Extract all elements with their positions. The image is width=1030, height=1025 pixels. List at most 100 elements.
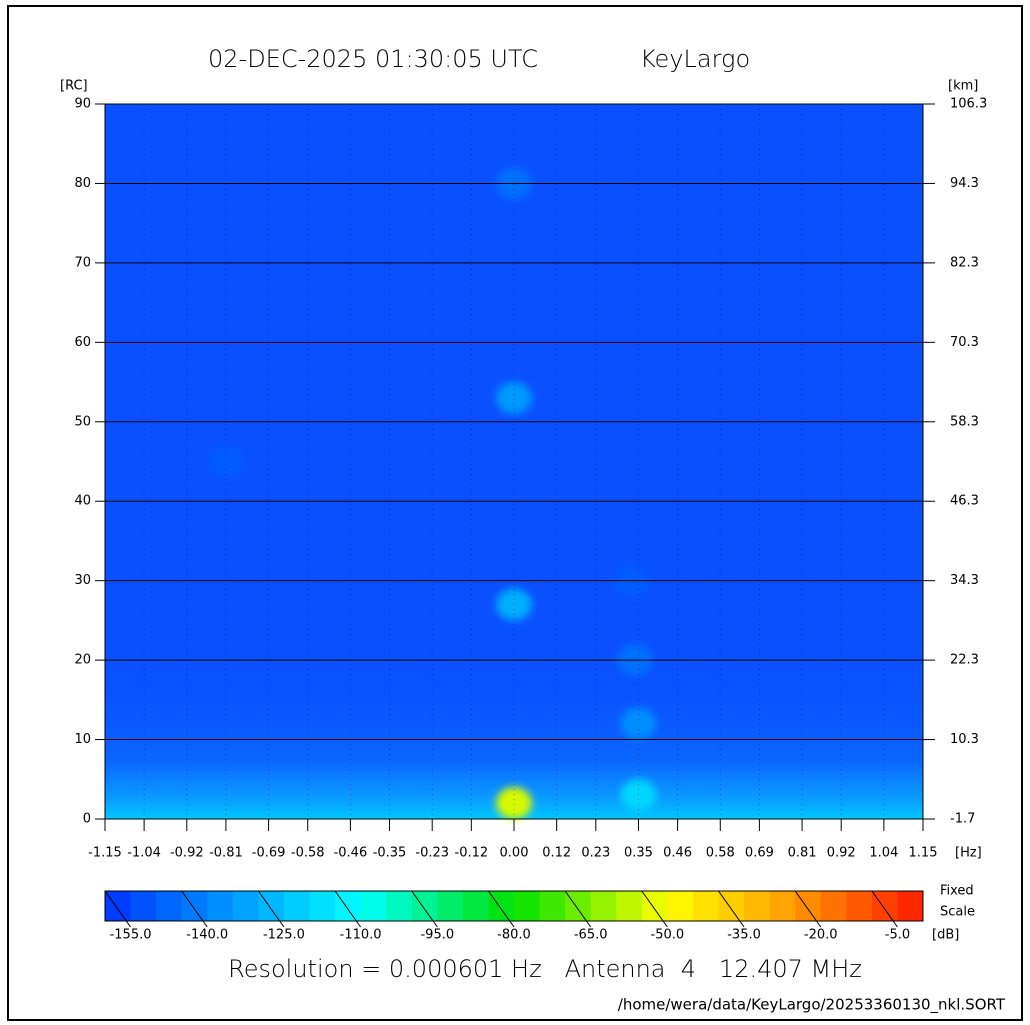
footer: Resolution = 0.000601 Hz Antenna 4 12.40…	[228, 955, 862, 983]
y-axis-label: [RC]	[60, 79, 88, 94]
colorbar-cell	[795, 891, 822, 921]
colorbar-note: Scale	[940, 905, 975, 920]
colorbar-tick	[334, 890, 362, 928]
y-tick-label: 40	[74, 494, 91, 509]
y-tick-label: 80	[74, 176, 91, 191]
colorbar-cell	[309, 891, 336, 921]
x-tick-label: -0.23	[415, 846, 449, 861]
y2-tick-label: 22.3	[950, 653, 979, 668]
colorbar-tick-label: -140.0	[186, 928, 228, 943]
y-tick-label: 10	[74, 732, 91, 747]
x-tick-label: 0.12	[542, 846, 571, 861]
y2-tick-label: 106.3	[950, 97, 987, 112]
y2-tick-label: 70.3	[950, 335, 979, 350]
x-tick-label: -0.35	[373, 846, 407, 861]
colorbar-cell	[207, 891, 234, 921]
colorbar-tick-label: -35.0	[727, 928, 761, 943]
echo	[496, 588, 532, 621]
y2-tick-label: 34.3	[950, 573, 979, 588]
y-tick-label: 60	[74, 335, 91, 350]
colorbar-cell	[846, 891, 873, 921]
x-tick-label: 0.58	[706, 846, 735, 861]
colorbar-cell	[871, 891, 898, 921]
colorbar-cell	[360, 891, 387, 921]
y2-axis-label: [km]	[948, 79, 978, 94]
colorbar-cell	[590, 891, 617, 921]
colorbar-tick	[488, 890, 515, 928]
chart-title: 02-DEC-2025 01:30:05 UTC	[208, 45, 538, 73]
colorbar-tick-label: -110.0	[340, 928, 382, 943]
x-tick-label: -0.46	[334, 846, 368, 861]
colorbar-tick	[871, 890, 898, 928]
file-path: /home/wera/data/KeyLargo/20253360130_nkl…	[618, 996, 1006, 1015]
y-tick-label: 70	[74, 255, 91, 270]
colorbar-cell	[232, 891, 259, 921]
x-tick-label: 0.92	[827, 846, 856, 861]
colorbar-cell	[156, 891, 183, 921]
x-tick-label: -0.81	[209, 846, 243, 861]
colorbar-cell	[820, 891, 847, 921]
echo	[620, 779, 657, 812]
colorbar-tick-label: -50.0	[651, 928, 685, 943]
colorbar-tick-label: -5.0	[885, 928, 910, 943]
x-tick-label: 1.04	[869, 846, 898, 861]
y2-tick-label: -1.7	[950, 812, 975, 827]
colorbar-cell	[897, 891, 924, 921]
colorbar-tick	[257, 890, 285, 928]
x-tick-label: 0.69	[745, 846, 774, 861]
x-tick-label: -0.92	[170, 846, 204, 861]
colorbar-cell	[769, 891, 796, 921]
y-tick-label: 50	[74, 414, 91, 429]
y-tick-label: 20	[74, 653, 91, 668]
site-name: KeyLargo	[640, 45, 750, 73]
colorbar-cell	[744, 891, 771, 921]
colorbar-unit: [dB]	[932, 928, 959, 943]
colorbar-cell	[258, 891, 285, 921]
colorbar-tick	[641, 890, 668, 928]
colorbar-cell	[692, 891, 719, 921]
colorbar-cell	[641, 891, 668, 921]
colorbar-tick	[718, 890, 745, 928]
x-tick-label: 0.46	[663, 846, 692, 861]
colorbar-cell	[130, 891, 157, 921]
colorbar-cell	[462, 891, 489, 921]
frame	[7, 5, 1023, 1021]
y-tick-label: 30	[74, 573, 91, 588]
colorbar-cell	[718, 891, 745, 921]
echo	[496, 787, 532, 820]
y2-tick-label: 10.3	[950, 732, 979, 747]
colorbar-cell	[181, 891, 208, 921]
x-tick-label: 0.00	[500, 846, 529, 861]
colorbar-note: Fixed	[940, 884, 974, 899]
colorbar-cell	[616, 891, 643, 921]
colorbar-tick	[411, 890, 438, 928]
colorbar-border	[104, 890, 924, 922]
y2-tick-label: 82.3	[950, 255, 979, 270]
colorbar-tick	[181, 890, 208, 928]
colorbar-cell	[105, 891, 132, 921]
colorbar-tick-label: -95.0	[420, 928, 454, 943]
colorbar-cell	[283, 891, 310, 921]
y2-tick-label: 94.3	[950, 176, 979, 191]
colorbar-tick	[104, 890, 131, 928]
echo	[620, 707, 657, 740]
colorbar-tick-label: -65.0	[574, 928, 608, 943]
colorbar-tick-label: -80.0	[497, 928, 531, 943]
colorbar-cell	[411, 891, 438, 921]
y-tick-label: 0	[83, 812, 91, 827]
plot-border	[104, 103, 924, 820]
colorbar-tick	[564, 890, 592, 928]
x-tick-label: 0.35	[624, 846, 653, 861]
x-tick-label: 0.23	[581, 846, 610, 861]
x-axis-label: [Hz]	[955, 846, 982, 861]
colorbar-cell	[437, 891, 464, 921]
y2-tick-label: 46.3	[950, 494, 979, 509]
colorbar-cell	[565, 891, 592, 921]
colorbar-tick	[794, 890, 822, 928]
colorbar-tick-label: -155.0	[110, 928, 152, 943]
colorbar-cell	[667, 891, 694, 921]
x-tick-label: -0.69	[252, 846, 286, 861]
axes: 0 10 20 30 40 50 60 70 80 90 -1.7 10.3 22.3 34.3 46.3 5…	[74, 97, 987, 861]
x-tick-label: 1.15	[909, 846, 938, 861]
